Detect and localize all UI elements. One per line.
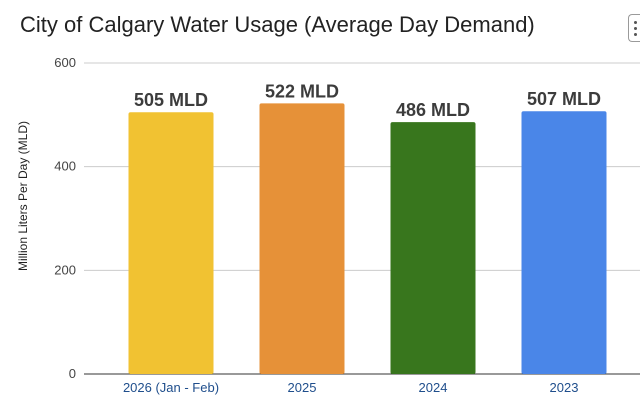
y-tick-label: 400 xyxy=(54,159,76,174)
y-axis-title: Million Liters Per Day (MLD) xyxy=(16,121,30,271)
bar[interactable] xyxy=(128,112,214,374)
data-label: 505 MLD xyxy=(134,90,208,110)
y-tick-label: 200 xyxy=(54,262,76,277)
bar[interactable] xyxy=(259,103,345,375)
x-tick-label: 2023 xyxy=(550,380,579,395)
bar[interactable] xyxy=(390,122,476,374)
data-label: 507 MLD xyxy=(527,89,601,109)
data-label: 522 MLD xyxy=(265,81,339,101)
y-tick-label: 0 xyxy=(69,366,76,381)
x-tick-label: 2025 xyxy=(288,380,317,395)
y-tick-label: 600 xyxy=(54,55,76,70)
more-vert-icon[interactable] xyxy=(628,14,640,42)
data-label: 486 MLD xyxy=(396,100,470,120)
x-tick-label: 2026 (Jan - Feb) xyxy=(123,380,219,395)
x-tick-label: 2024 xyxy=(419,380,448,395)
chart-title: City of Calgary Water Usage (Average Day… xyxy=(20,12,535,37)
bar[interactable] xyxy=(521,111,607,374)
